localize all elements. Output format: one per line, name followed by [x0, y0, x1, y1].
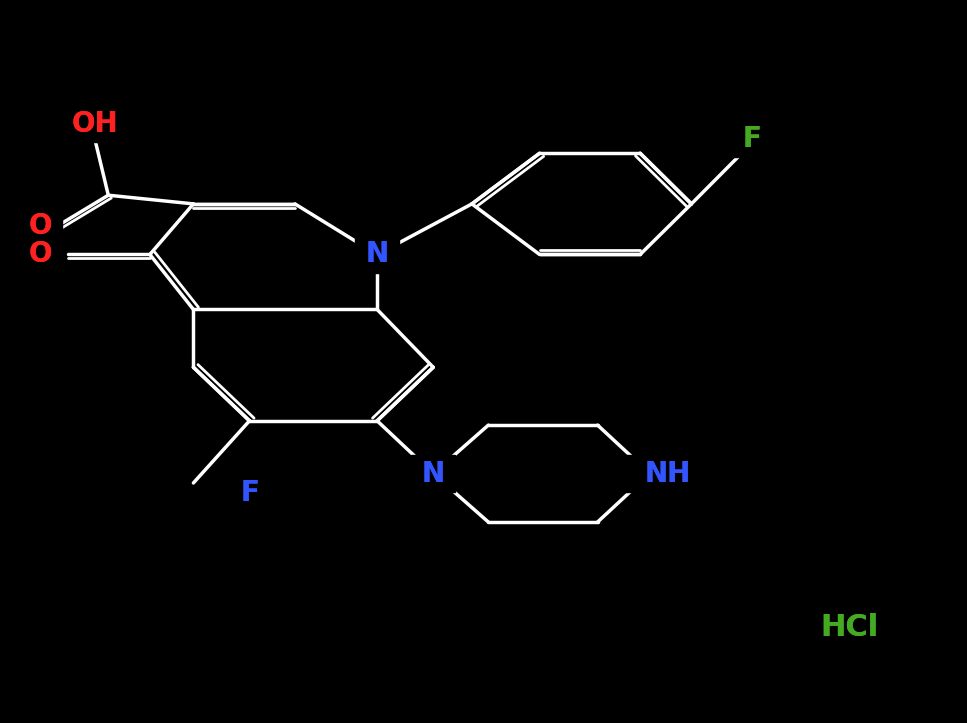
Bar	[51, 106, 138, 142]
Text: N: N	[422, 460, 445, 487]
Text: OH: OH	[72, 111, 118, 138]
Text: NH: NH	[644, 460, 690, 487]
Text: N: N	[422, 460, 445, 487]
Text: F: F	[240, 479, 259, 507]
Bar	[412, 455, 454, 492]
Text: NH: NH	[644, 460, 690, 487]
Text: N: N	[366, 241, 389, 268]
Text: F: F	[743, 125, 762, 153]
Bar	[19, 208, 62, 244]
Text: HCl: HCl	[820, 613, 878, 642]
Text: HCl: HCl	[820, 613, 878, 642]
Bar	[731, 121, 774, 157]
Text: O: O	[29, 212, 52, 239]
Text: N: N	[366, 241, 389, 268]
Text: O: O	[29, 241, 52, 268]
Bar	[356, 236, 398, 273]
Text: O: O	[29, 241, 52, 268]
Text: F: F	[743, 125, 762, 153]
Bar	[19, 236, 62, 273]
Text: O: O	[29, 212, 52, 239]
Bar	[783, 609, 914, 646]
Bar	[624, 455, 711, 492]
Bar	[228, 475, 271, 511]
Text: OH: OH	[72, 111, 118, 138]
Text: F: F	[240, 479, 259, 507]
